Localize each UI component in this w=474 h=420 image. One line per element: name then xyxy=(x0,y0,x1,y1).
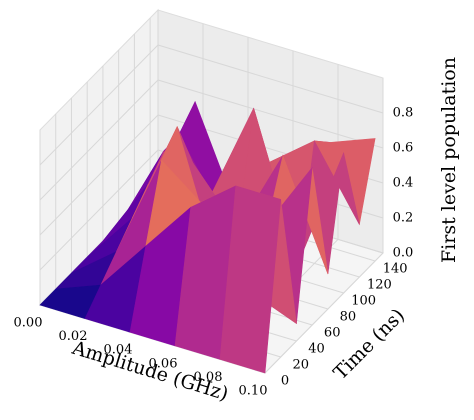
grid-line xyxy=(39,79,384,201)
z-tick-label: 0.6 xyxy=(393,141,414,156)
z-tick-label: 0.4 xyxy=(393,176,414,191)
z-axis-label: First level population xyxy=(438,57,460,263)
x-tick-label: 0.08 xyxy=(194,370,223,385)
y-tick-label: 120 xyxy=(367,278,392,293)
x-tick-label: 0.02 xyxy=(59,329,88,344)
y-tick-label: 40 xyxy=(308,342,325,357)
y-tick-label: 80 xyxy=(340,310,357,325)
y-tick-label: 0 xyxy=(281,374,289,389)
z-tick-label: 0.2 xyxy=(393,211,414,226)
grid-line xyxy=(39,44,384,166)
x-tick-label: 0.06 xyxy=(149,356,178,371)
y-tick-label: 60 xyxy=(324,326,341,341)
y-tick-label: 20 xyxy=(292,358,309,373)
z-tick-label: 0.0 xyxy=(393,246,414,261)
y-tick-label: 100 xyxy=(351,294,376,309)
y-tick-label: 140 xyxy=(383,262,408,277)
z-tick-label: 0.8 xyxy=(393,106,414,121)
x-tick-label: 0.00 xyxy=(14,316,43,331)
surface-patch xyxy=(219,185,282,374)
x-tick-label: 0.04 xyxy=(104,343,133,358)
x-tick-label: 0.10 xyxy=(239,384,268,399)
